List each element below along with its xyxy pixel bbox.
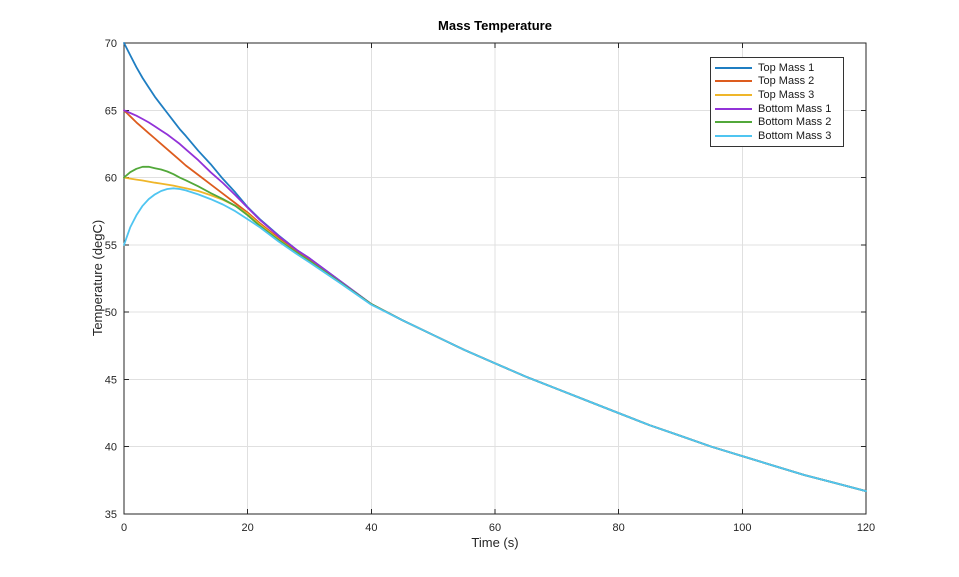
legend-line-sample [715,80,752,83]
legend-label: Bottom Mass 2 [758,116,832,129]
y-tick-label: 45 [105,374,117,386]
legend-label: Top Mass 2 [758,75,815,88]
legend-item-top-mass-2: Top Mass 2 [711,75,843,89]
legend-item-top-mass-3: Top Mass 3 [711,88,843,102]
legend-line-sample [715,93,752,96]
legend-label: Bottom Mass 1 [758,102,832,115]
legend-item-top-mass-1: Top Mass 1 [711,61,843,75]
legend-item-bottom-mass-2: Bottom Mass 2 [711,115,843,129]
legend: Top Mass 1 Top Mass 2 Top Mass 3 Bottom Mas… [710,57,844,147]
x-tick-label: 40 [365,522,377,534]
legend-line-sample [715,107,752,110]
x-tick-label: 20 [242,522,254,534]
legend-line-sample [715,121,752,124]
legend-label: Bottom Mass 3 [758,129,832,142]
legend-line-sample [715,134,752,137]
x-tick-label: 100 [733,522,751,534]
y-tick-label: 50 [105,307,117,319]
legend-line-sample [715,66,752,69]
chart-title: Mass Temperature [438,18,552,33]
x-tick-label: 80 [613,522,625,534]
y-tick-label: 55 [105,240,117,252]
legend-label: Top Mass 1 [758,61,815,74]
series-line-bottom-mass-3 [123,187,867,493]
x-tick-label: 120 [857,522,875,534]
y-tick-label: 35 [105,509,117,521]
y-tick-label: 40 [105,442,117,454]
x-axis-label: Time (s) [471,535,519,550]
y-tick-label: 60 [105,173,117,185]
legend-label: Top Mass 3 [758,88,815,101]
y-tick-label: 70 [105,38,117,50]
y-tick-label: 65 [105,105,117,117]
legend-item-bottom-mass-1: Bottom Mass 1 [711,102,843,116]
legend-item-bottom-mass-3: Bottom Mass 3 [711,129,843,143]
x-tick-label: 0 [121,522,127,534]
x-tick-label: 60 [489,522,501,534]
